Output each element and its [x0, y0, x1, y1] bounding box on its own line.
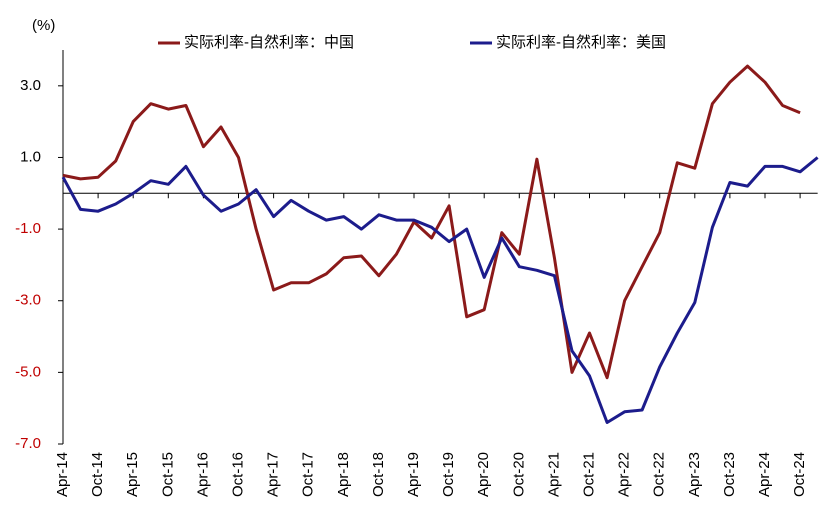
- y-unit: (%): [32, 17, 55, 34]
- x-tick-label: Apr-16: [194, 452, 211, 497]
- y-tick-label: 3.0: [20, 77, 41, 94]
- x-tick-label: Oct-22: [651, 452, 668, 497]
- x-tick-label: Oct-24: [791, 452, 808, 497]
- y-tick-label: -3.0: [15, 292, 41, 309]
- x-tick-label: Apr-20: [475, 452, 492, 497]
- y-tick-label: -1.0: [15, 220, 41, 237]
- x-tick-label: Apr-23: [686, 452, 703, 497]
- x-tick-label: Oct-16: [229, 452, 246, 497]
- legend-label: 实际利率-自然利率：美国: [496, 34, 666, 51]
- series-line: [62, 64, 801, 380]
- x-tick-label: Oct-20: [510, 452, 527, 497]
- x-tick-label: Oct-19: [440, 452, 457, 497]
- x-tick-label: Apr-15: [124, 452, 141, 497]
- x-tick-label: Apr-22: [616, 452, 633, 497]
- x-tick-label: Apr-14: [54, 452, 71, 497]
- x-tick-label: Oct-14: [89, 452, 106, 497]
- x-tick-label: Oct-15: [159, 452, 176, 497]
- x-tick-label: Apr-21: [545, 452, 562, 497]
- x-tick-label: Apr-24: [756, 452, 773, 497]
- y-tick-label: 1.0: [20, 148, 41, 165]
- y-tick-label: -5.0: [15, 363, 41, 380]
- x-tick-label: Apr-19: [405, 452, 422, 497]
- series-line: [61, 156, 819, 424]
- x-tick-label: Oct-23: [721, 452, 738, 497]
- x-tick-label: Oct-18: [370, 452, 387, 497]
- x-tick-label: Oct-17: [300, 452, 317, 497]
- x-tick-label: Apr-18: [335, 452, 352, 497]
- legend-label: 实际利率-自然利率：中国: [184, 34, 354, 51]
- x-tick-label: Oct-21: [580, 452, 597, 497]
- x-tick-label: Apr-17: [265, 452, 282, 497]
- y-tick-label: -7.0: [15, 435, 41, 452]
